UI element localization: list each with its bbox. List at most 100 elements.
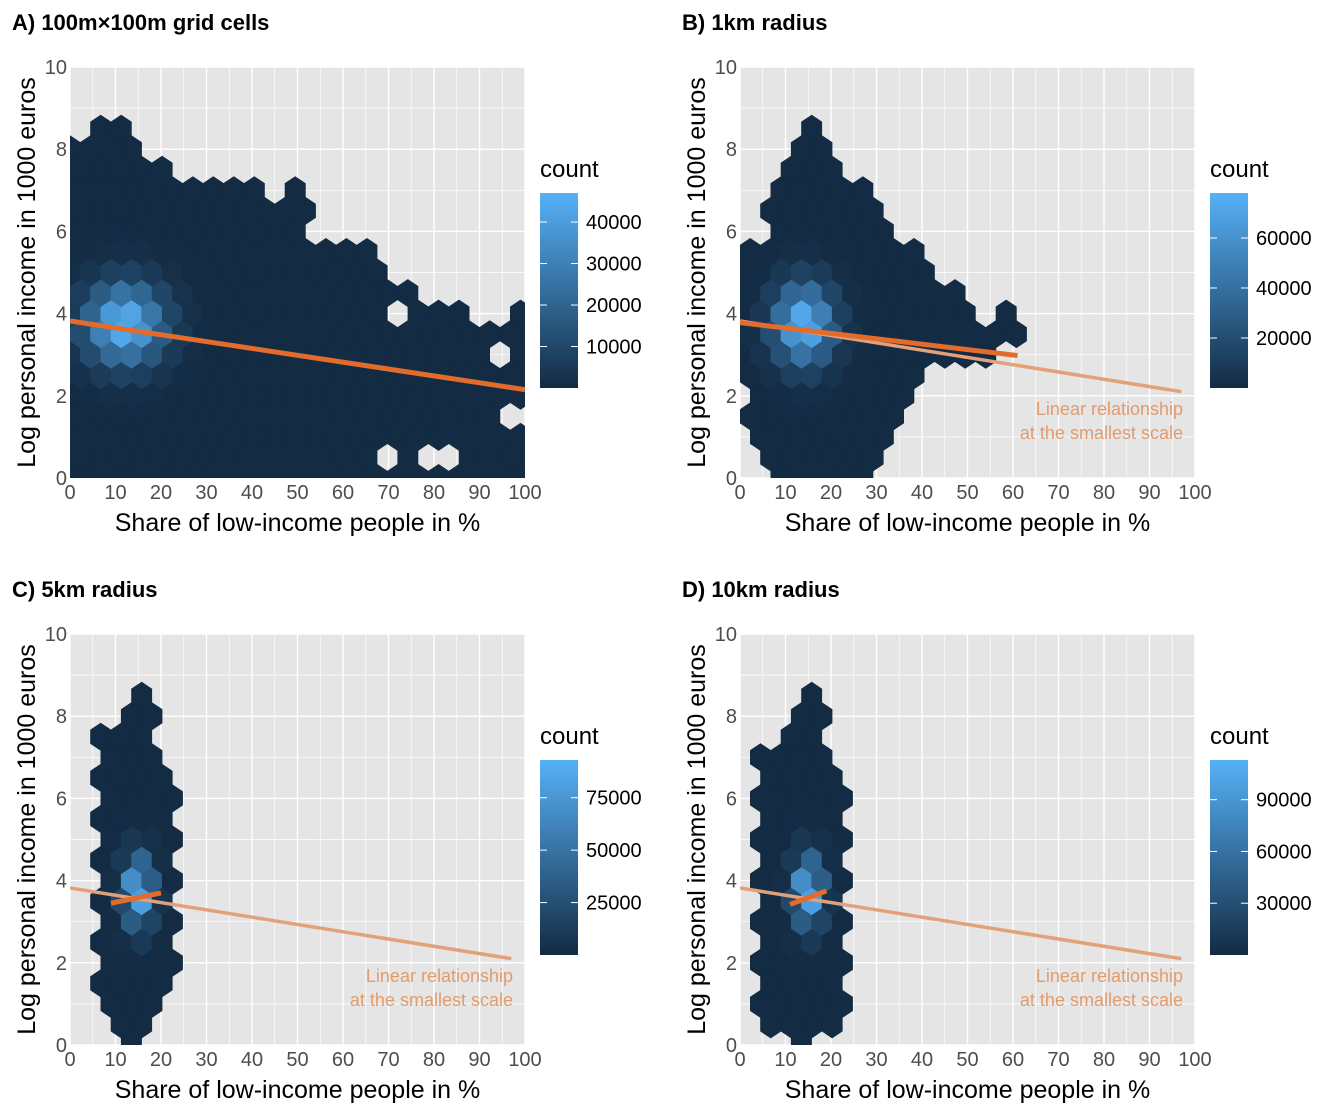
legend-tick-label: 60000 (1256, 841, 1312, 863)
hexbin-cell (499, 361, 521, 390)
y-tick-label: 0 (726, 1035, 737, 1057)
hexbin-cell (120, 422, 142, 451)
hexbin-cell (821, 969, 843, 998)
hexbin-cell (264, 258, 286, 287)
hexbin-cell (192, 279, 214, 307)
x-tick-label: 50 (286, 1049, 308, 1071)
hexbin-cell (831, 422, 853, 451)
hexbin-cell (223, 176, 245, 205)
hexbin-cell (821, 155, 843, 184)
x-tick-label: 60 (1002, 482, 1024, 504)
x-tick-label: 10 (774, 1049, 796, 1071)
hexbin-cell (770, 176, 792, 205)
hexbin-cell (233, 196, 255, 225)
hexbin-cell (192, 443, 214, 472)
hexbin-cell (315, 238, 337, 266)
hexbin-cell (202, 258, 224, 287)
x-tick-label: 30 (195, 482, 217, 504)
hexbin-cell (223, 422, 245, 451)
hexbin-cell (750, 989, 771, 1018)
hexbin-cell (182, 176, 204, 205)
hexbin-cell (100, 784, 122, 813)
x-tick-label: 30 (195, 1049, 217, 1071)
regression-line (740, 320, 1018, 359)
x-tick-label: 70 (1047, 482, 1069, 504)
hexbin-cell (790, 176, 812, 205)
hexbin-cell (325, 422, 347, 451)
x-tick-labels: 0 10 20 30 40 50 60 70 80 90 100 (734, 482, 1211, 504)
hexbin-cell (223, 299, 245, 328)
hexbin-cell (131, 238, 153, 266)
x-tick-labels: 0 10 20 30 40 50 60 70 80 90 100 (64, 1049, 541, 1071)
hexbin-cell (110, 928, 132, 957)
annotation-line: at the smallest scale (350, 990, 513, 1010)
hexbin-cell (801, 1010, 823, 1039)
hexbin-cell (110, 361, 132, 390)
reference-line (70, 886, 512, 961)
legend-tick-label: 20000 (1256, 328, 1312, 350)
legend: count 10000 20000 30000 40000 (540, 156, 642, 388)
hexbin-cell (192, 238, 214, 266)
hexbin-cell (750, 743, 771, 772)
legend-tick-label: 40000 (1256, 278, 1312, 300)
x-axis-title: Share of low-income people in % (785, 509, 1150, 537)
hexbin-cell (831, 989, 853, 1018)
hexbin-cell (172, 196, 194, 225)
hexbin-cell (100, 907, 122, 936)
hexbin-cell (80, 340, 101, 369)
hexbin-cell (151, 361, 173, 390)
y-tick-label: 8 (726, 706, 737, 728)
hexbin-cell (883, 361, 904, 390)
hexbin-cell (801, 722, 823, 751)
y-tick-label: 0 (726, 468, 737, 490)
hexbin-cell (438, 320, 460, 349)
hexbin-cell (90, 969, 112, 998)
hexbin-cell (510, 422, 525, 451)
hexbin-cell (780, 402, 802, 431)
hexbin-cell (182, 340, 204, 369)
legend-tick-label: 40000 (586, 212, 642, 234)
y-tick-labels: 0 2 4 6 8 10 (45, 624, 67, 1057)
hexbin-cell (944, 279, 966, 307)
hexbin-cell (315, 320, 337, 349)
x-axis-title: Share of low-income people in % (115, 1076, 480, 1103)
hexbin-cell (750, 340, 771, 369)
hexbin-cell (770, 784, 792, 813)
hexbin-cell (831, 340, 853, 369)
hexbin-cell (254, 238, 275, 266)
hexbin-cell (100, 743, 122, 772)
hexbin-cell (141, 702, 163, 731)
regression-line (789, 888, 828, 907)
hexbin-cell (831, 217, 853, 246)
hexbin-cell (90, 722, 112, 751)
hexbin-cell (366, 299, 388, 328)
y-tick-label: 0 (56, 468, 67, 490)
legend-tick-label: 30000 (586, 254, 642, 276)
hexbin-cell (284, 217, 306, 246)
y-tick-label: 4 (726, 871, 737, 893)
hexbin-cell (780, 805, 802, 833)
hexbin-cell (141, 866, 163, 895)
hexbin-cell (750, 948, 771, 977)
y-tick-labels: 0 2 4 6 8 10 (45, 57, 67, 490)
hexbin-cell (842, 196, 864, 225)
hexbin-cell (151, 928, 173, 957)
hexbin-cell (750, 299, 771, 328)
x-tick-label: 70 (377, 1049, 399, 1071)
hexbin-cell (397, 361, 419, 390)
x-axis-title: Share of low-income people in % (115, 509, 480, 537)
hexbin-cell (110, 1010, 132, 1039)
x-tick-label: 60 (332, 482, 354, 504)
hexbin-cell (284, 422, 306, 451)
hexbin-cell (770, 825, 792, 854)
hexbin-cell (852, 258, 874, 287)
hexbin-cell (182, 422, 204, 451)
hexbin-cell (428, 340, 449, 369)
hexbin-cell (780, 969, 802, 998)
hexbin-cell (161, 825, 183, 854)
hexbin-cell (821, 763, 843, 792)
hexbin-cell (335, 279, 357, 307)
hexbin-cell (790, 948, 812, 977)
hexbin-cell (448, 422, 470, 451)
hexbin-cell (934, 299, 956, 328)
